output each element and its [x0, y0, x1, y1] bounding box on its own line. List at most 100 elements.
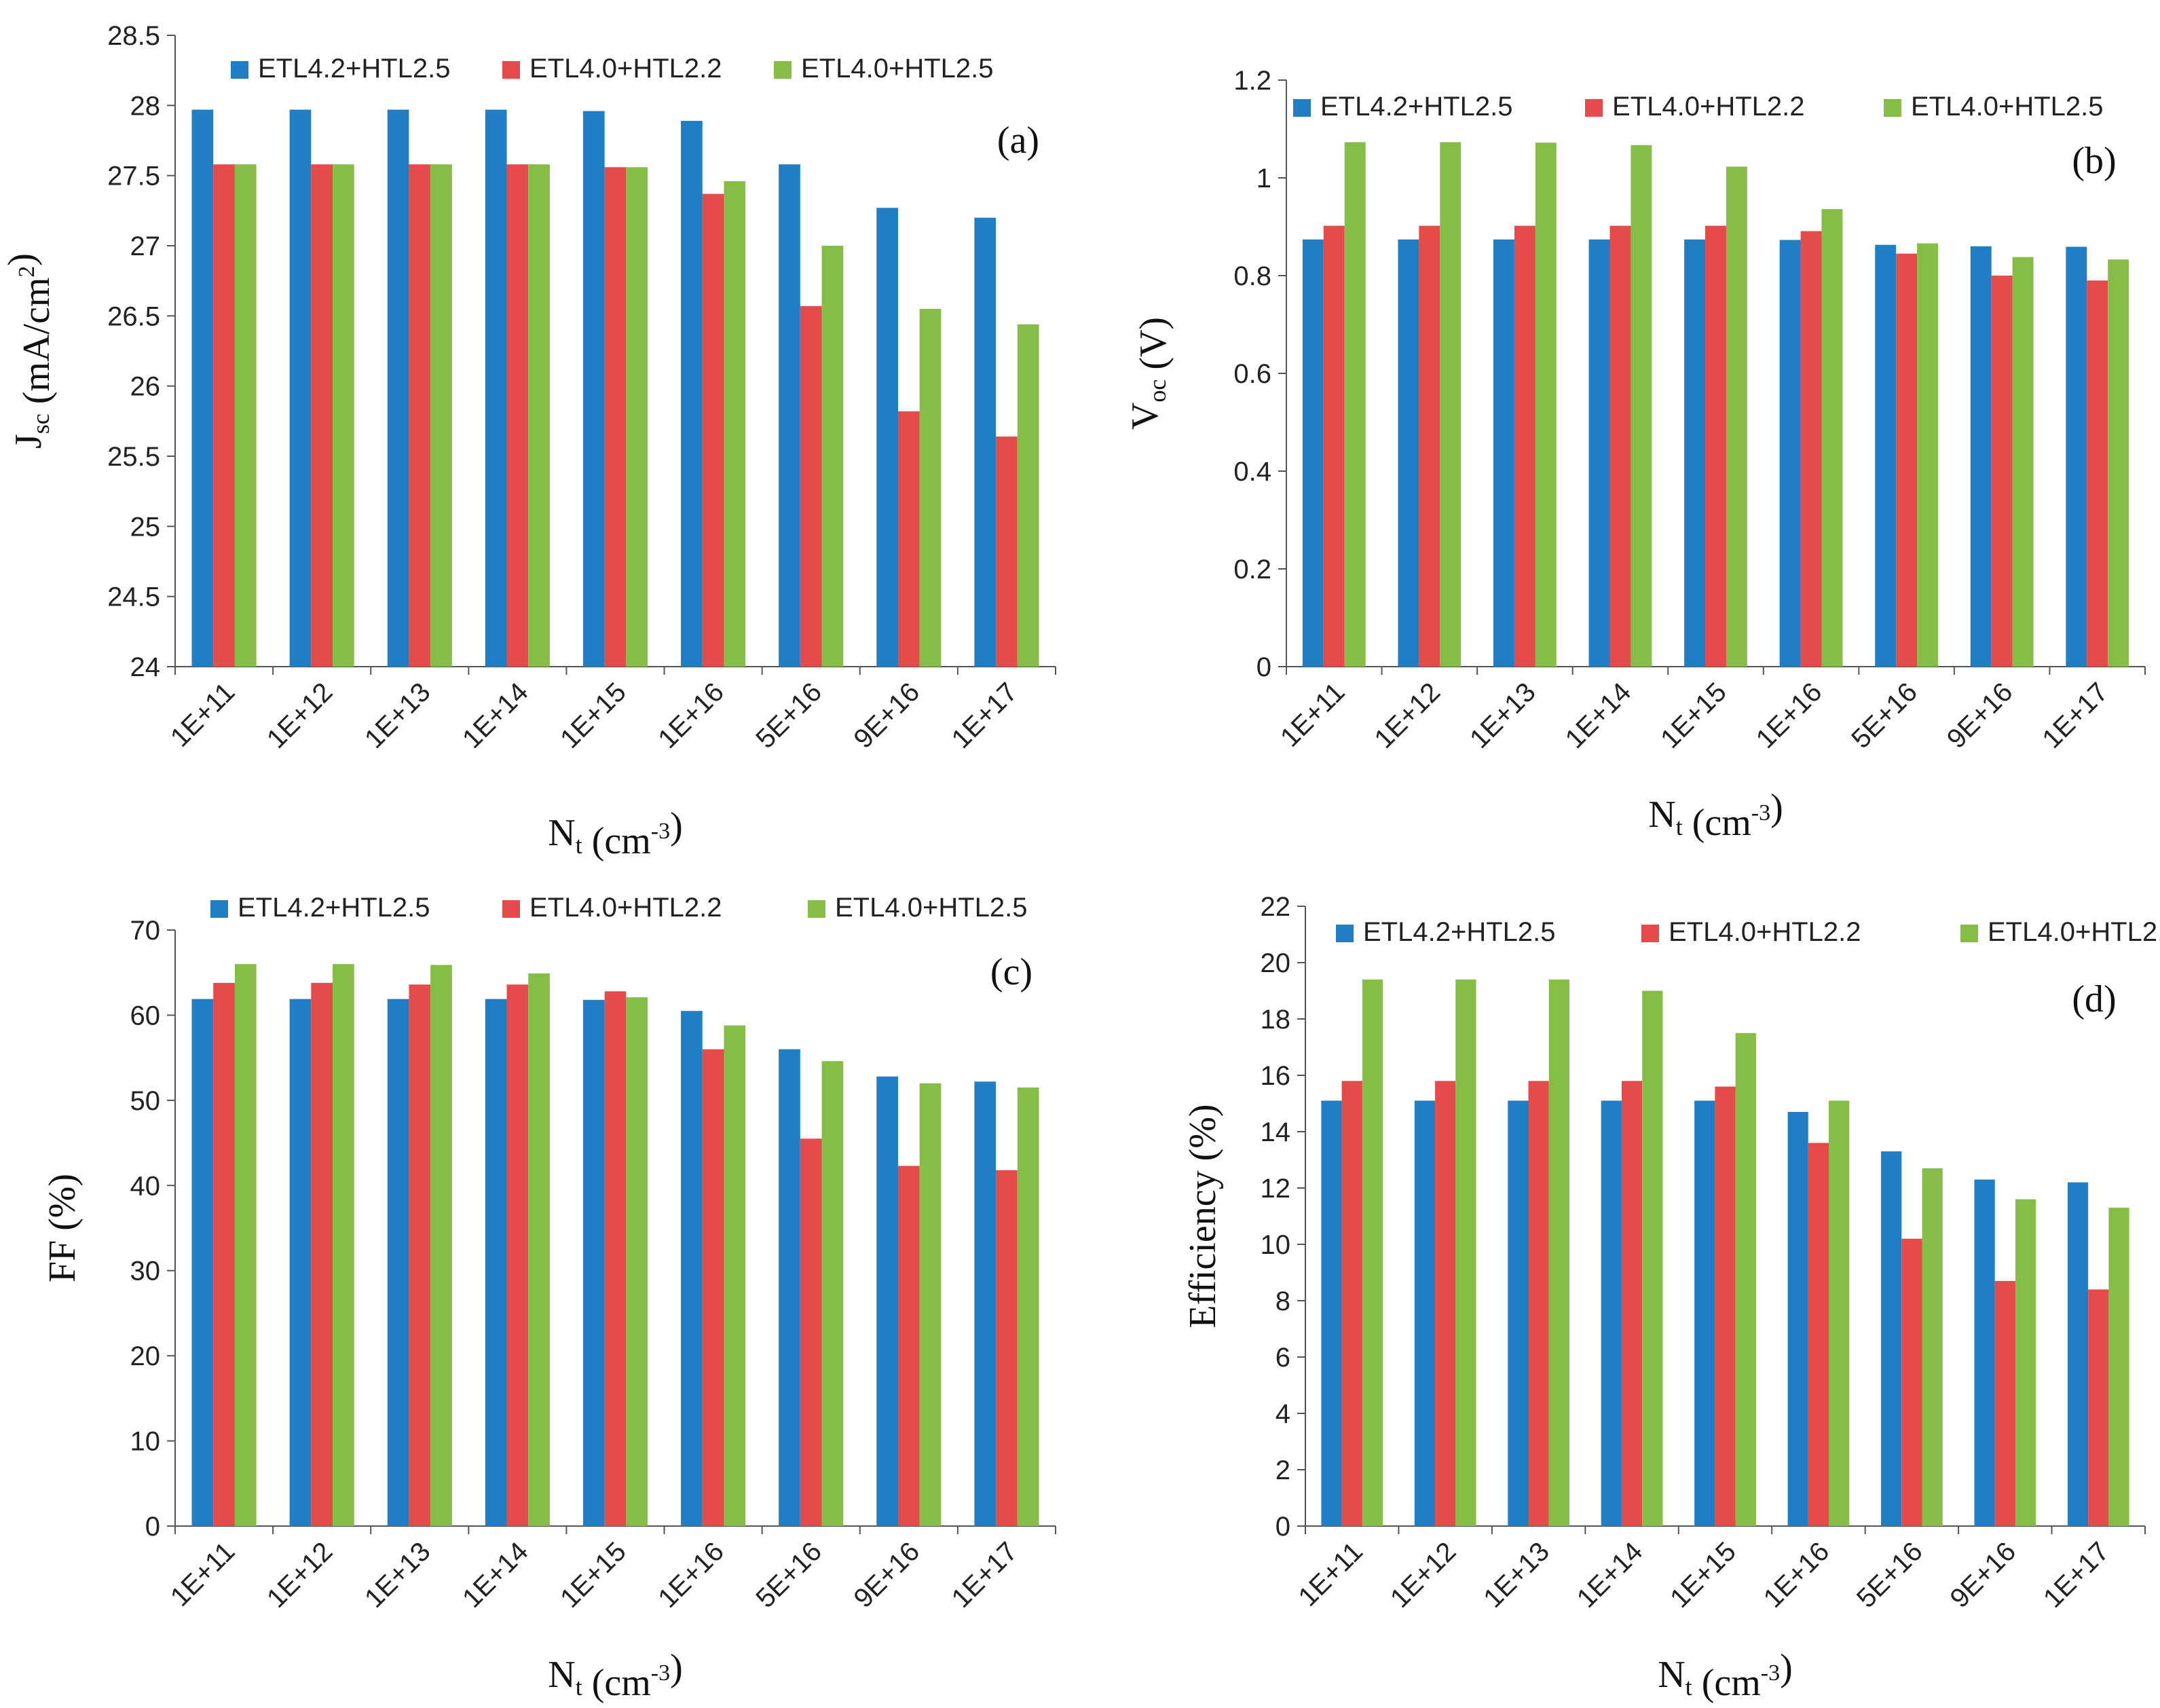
bar-ETL4.0+HTL2.2-1E+14	[506, 164, 529, 667]
bar-ETL4.2+HTL2.5-1E+16	[1779, 240, 1801, 667]
bar-ETL4.0+HTL2.5-9E+16	[919, 309, 942, 667]
y-tick-label: 8	[1275, 1286, 1290, 1316]
bar-ETL4.2+HTL2.5-5E+16	[779, 1049, 800, 1526]
bar-ETL4.2+HTL2.5-1E+12	[1398, 239, 1419, 667]
panel-letter: (c)	[990, 951, 1032, 993]
bar-ETL4.0+HTL2.5-1E+12	[1440, 142, 1461, 667]
bar-ETL4.2+HTL2.5-9E+16	[876, 208, 898, 667]
x-axis-title: Nt (cm-3)	[1648, 787, 1783, 844]
y-tick-label: 20	[130, 1341, 161, 1371]
y-tick-label: 60	[130, 1001, 161, 1031]
x-tick-label: 1E+13	[1464, 677, 1542, 754]
x-tick-label: 1E+11	[165, 1536, 241, 1612]
y-tick-label: 0	[1275, 1512, 1290, 1542]
bar-ETL4.2+HTL2.5-1E+17	[974, 217, 997, 667]
legend-label: ETL4.0+HTL2.5	[801, 54, 994, 83]
legend-label: ETL4.0+HTL2.2	[529, 893, 722, 923]
bar-ETL4.0+HTL2.5-1E+11	[234, 164, 257, 667]
legend-swatch	[210, 900, 228, 918]
bar-ETL4.2+HTL2.5-9E+16	[1970, 246, 1992, 667]
bar-ETL4.0+HTL2.2-9E+16	[897, 1166, 920, 1526]
bar-ETL4.0+HTL2.2-1E+11	[213, 164, 235, 667]
y-axis-title: Efficiency (%)	[1182, 1104, 1224, 1328]
bar-ETL4.0+HTL2.2-1E+12	[1419, 225, 1440, 667]
chart-panel-a: 24 24.5 25 25.5 26 26.5 27 27.5 28 28.5 1E+11 1E+12…	[1, 21, 1056, 862]
bar-ETL4.0+HTL2.2-9E+16	[897, 411, 920, 667]
y-tick-label: 10	[1261, 1230, 1291, 1260]
x-tick-label: 1E+14	[1560, 677, 1637, 754]
y-tick-label: 26.5	[107, 301, 160, 331]
chart-panel-c: 0 10 20 30 40 50 60 70 1E+11 1E+12 1E+13 1E+14 1E+15…	[41, 893, 1056, 1704]
legend-swatch	[1336, 925, 1354, 942]
bar-ETL4.0+HTL2.2-1E+11	[1323, 225, 1345, 667]
bar-ETL4.0+HTL2.2-1E+12	[311, 982, 333, 1526]
x-tick-label: 1E+12	[1369, 677, 1447, 754]
y-tick-label: 0	[1256, 652, 1271, 682]
bar-ETL4.2+HTL2.5-1E+11	[1321, 1100, 1342, 1526]
bar-ETL4.0+HTL2.2-1E+13	[1514, 225, 1535, 667]
x-axis-title: Nt (cm-3)	[548, 805, 683, 862]
bar-ETL4.0+HTL2.2-1E+17	[996, 437, 1018, 667]
y-tick-label: 14	[1261, 1117, 1291, 1147]
bar-ETL4.0+HTL2.5-1E+11	[1344, 142, 1366, 667]
y-tick-label: 27.5	[107, 162, 160, 191]
legend-label: ETL4.0+HTL2.5	[1911, 92, 2104, 122]
x-tick-label: 1E+16	[652, 1536, 730, 1614]
bar-ETL4.0+HTL2.5-1E+13	[430, 164, 452, 667]
bar-ETL4.0+HTL2.2-1E+15	[604, 167, 627, 667]
y-tick-label: 28.5	[107, 21, 160, 51]
x-tick-label: 1E+16	[652, 677, 730, 754]
y-tick-label: 22	[1261, 892, 1291, 922]
bar-ETL4.0+HTL2.2-1E+12	[311, 164, 333, 667]
bar-ETL4.0+HTL2.2-5E+16	[800, 305, 822, 667]
y-tick-label: 40	[130, 1171, 161, 1201]
bar-ETL4.0+HTL2.5-1E+12	[1455, 979, 1476, 1526]
bar-ETL4.0+HTL2.5-5E+16	[821, 246, 844, 667]
bar-ETL4.0+HTL2.2-1E+12	[1435, 1081, 1456, 1526]
y-axis-title: Voc (V)	[1124, 317, 1174, 430]
x-axis-title: Nt (cm-3)	[1658, 1647, 1793, 1704]
bar-ETL4.2+HTL2.5-5E+16	[779, 164, 800, 667]
x-tick-label: 5E+16	[1851, 1536, 1929, 1614]
bar-ETL4.0+HTL2.5-1E+13	[1535, 143, 1557, 667]
chart-panel-b: 00.20.40.60.811.21E+11 1E+12 1E+13 1E+14 1E+…	[1124, 66, 2146, 844]
bar-ETL4.0+HTL2.2-1E+11	[1341, 1081, 1362, 1526]
bar-ETL4.0+HTL2.5-1E+14	[1631, 145, 1652, 667]
bar-ETL4.0+HTL2.2-1E+16	[702, 1049, 724, 1526]
bar-ETL4.2+HTL2.5-1E+14	[485, 109, 507, 667]
y-tick-label: 0.4	[1233, 457, 1271, 487]
bar-ETL4.2+HTL2.5-1E+13	[387, 109, 409, 667]
y-tick-label: 25.5	[107, 442, 160, 472]
legend-swatch	[502, 900, 520, 918]
bar-ETL4.0+HTL2.5-1E+14	[1642, 990, 1663, 1526]
x-tick-label: 1E+15	[1655, 677, 1732, 754]
x-tick-label: 1E+17	[946, 1536, 1024, 1614]
bar-ETL4.2+HTL2.5-1E+12	[289, 999, 312, 1526]
bar-ETL4.2+HTL2.5-5E+16	[1875, 244, 1897, 667]
bar-ETL4.2+HTL2.5-9E+16	[1974, 1179, 1995, 1526]
y-tick-label: 24	[130, 652, 161, 682]
bar-ETL4.0+HTL2.2-1E+16	[1808, 1143, 1829, 1526]
bar-ETL4.0+HTL2.2-1E+14	[506, 984, 529, 1526]
x-tick-label: 1E+13	[359, 1536, 436, 1614]
y-tick-label: 25	[130, 512, 161, 542]
x-tick-label: 1E+11	[1275, 677, 1351, 753]
bar-ETL4.0+HTL2.5-1E+14	[528, 973, 550, 1526]
bar-ETL4.0+HTL2.5-1E+17	[1017, 1088, 1039, 1526]
bar-ETL4.0+HTL2.2-1E+17	[2088, 1289, 2109, 1526]
bar-ETL4.2+HTL2.5-1E+14	[1601, 1100, 1622, 1526]
bar-ETL4.2+HTL2.5-9E+16	[876, 1076, 898, 1526]
bar-ETL4.0+HTL2.2-9E+16	[1991, 276, 2013, 667]
y-axis-title: Jsc (mA/cm2)	[1, 253, 58, 449]
x-tick-label: 1E+14	[1571, 1536, 1649, 1614]
y-tick-label: 2	[1275, 1455, 1290, 1485]
bar-ETL4.0+HTL2.5-1E+15	[626, 997, 648, 1526]
legend-label: ETL4.2+HTL2.5	[238, 893, 430, 923]
bar-ETL4.0+HTL2.2-5E+16	[1901, 1238, 1922, 1526]
bar-ETL4.2+HTL2.5-1E+13	[387, 999, 409, 1526]
legend-label: ETL4.0+HTL2.2	[1612, 92, 1805, 122]
y-tick-label: 27	[130, 231, 161, 261]
x-tick-label: 1E+14	[457, 677, 534, 754]
